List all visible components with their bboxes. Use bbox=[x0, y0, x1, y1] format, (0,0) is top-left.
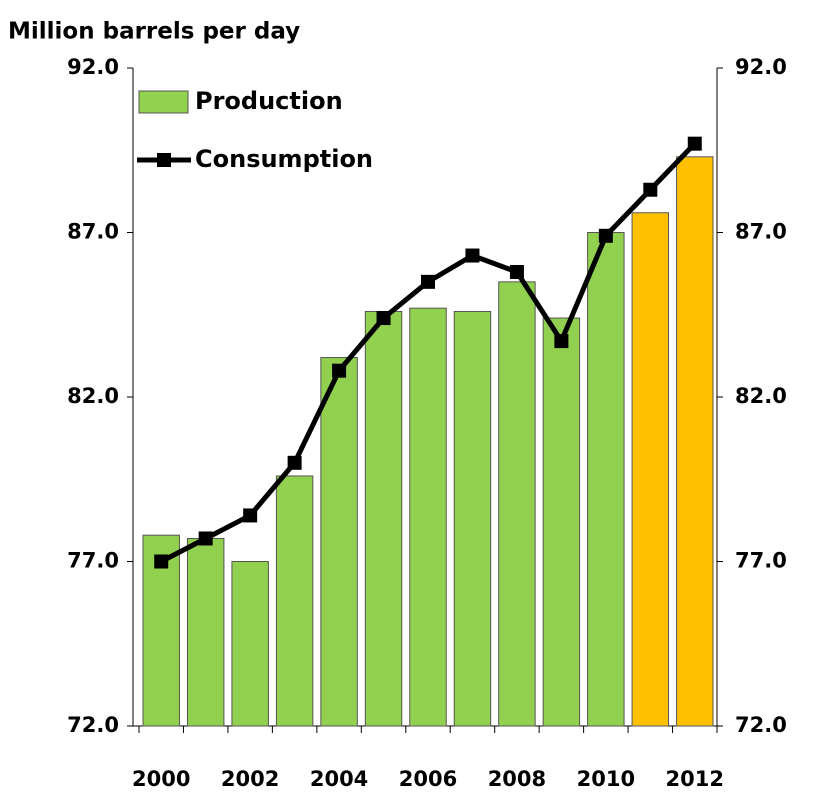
x-tick-label: 2012 bbox=[666, 767, 724, 791]
y2-tick-label: 82.0 bbox=[735, 384, 787, 408]
marker bbox=[332, 363, 347, 378]
marker bbox=[376, 311, 391, 326]
bar bbox=[631, 212, 670, 727]
x-tick-label: 2004 bbox=[310, 767, 368, 791]
bar bbox=[453, 310, 492, 727]
marker bbox=[154, 554, 169, 569]
y2-tick-label: 92.0 bbox=[735, 55, 787, 79]
legend-swatch bbox=[138, 90, 189, 114]
bar bbox=[498, 281, 536, 727]
bar bbox=[275, 475, 314, 727]
bar bbox=[364, 310, 403, 727]
y2-tick-label: 72.0 bbox=[735, 713, 787, 737]
y-tick-label: 92.0 bbox=[67, 55, 119, 79]
marker bbox=[509, 264, 524, 279]
marker bbox=[598, 228, 613, 243]
marker bbox=[243, 508, 258, 523]
y2-tick-label: 77.0 bbox=[735, 549, 787, 573]
marker bbox=[643, 182, 658, 197]
y-tick-label: 82.0 bbox=[67, 384, 119, 408]
bar bbox=[542, 317, 581, 727]
bar bbox=[231, 561, 269, 727]
bar bbox=[409, 307, 447, 727]
x-tick-label: 2002 bbox=[221, 767, 279, 791]
bar bbox=[587, 232, 625, 727]
marker bbox=[554, 334, 569, 349]
marker bbox=[198, 531, 213, 546]
legend-marker bbox=[157, 153, 171, 167]
x-tick-label: 2010 bbox=[577, 767, 635, 791]
x-tick-label: 2006 bbox=[399, 767, 457, 791]
y-axis-title: Million barrels per day bbox=[8, 19, 300, 45]
legend-label: Production bbox=[195, 87, 343, 115]
y2-tick-label: 87.0 bbox=[735, 220, 787, 244]
marker bbox=[287, 455, 302, 470]
y-tick-label: 77.0 bbox=[67, 549, 119, 573]
bar bbox=[676, 156, 714, 727]
x-tick-label: 2000 bbox=[132, 767, 190, 791]
legend-label: Consumption bbox=[195, 145, 373, 173]
bar bbox=[320, 357, 358, 727]
x-tick-label: 2008 bbox=[488, 767, 546, 791]
y-tick-label: 72.0 bbox=[67, 713, 119, 737]
marker bbox=[687, 136, 702, 151]
marker bbox=[465, 248, 480, 263]
y-tick-label: 87.0 bbox=[67, 220, 119, 244]
marker bbox=[421, 274, 435, 289]
bar bbox=[186, 537, 225, 727]
